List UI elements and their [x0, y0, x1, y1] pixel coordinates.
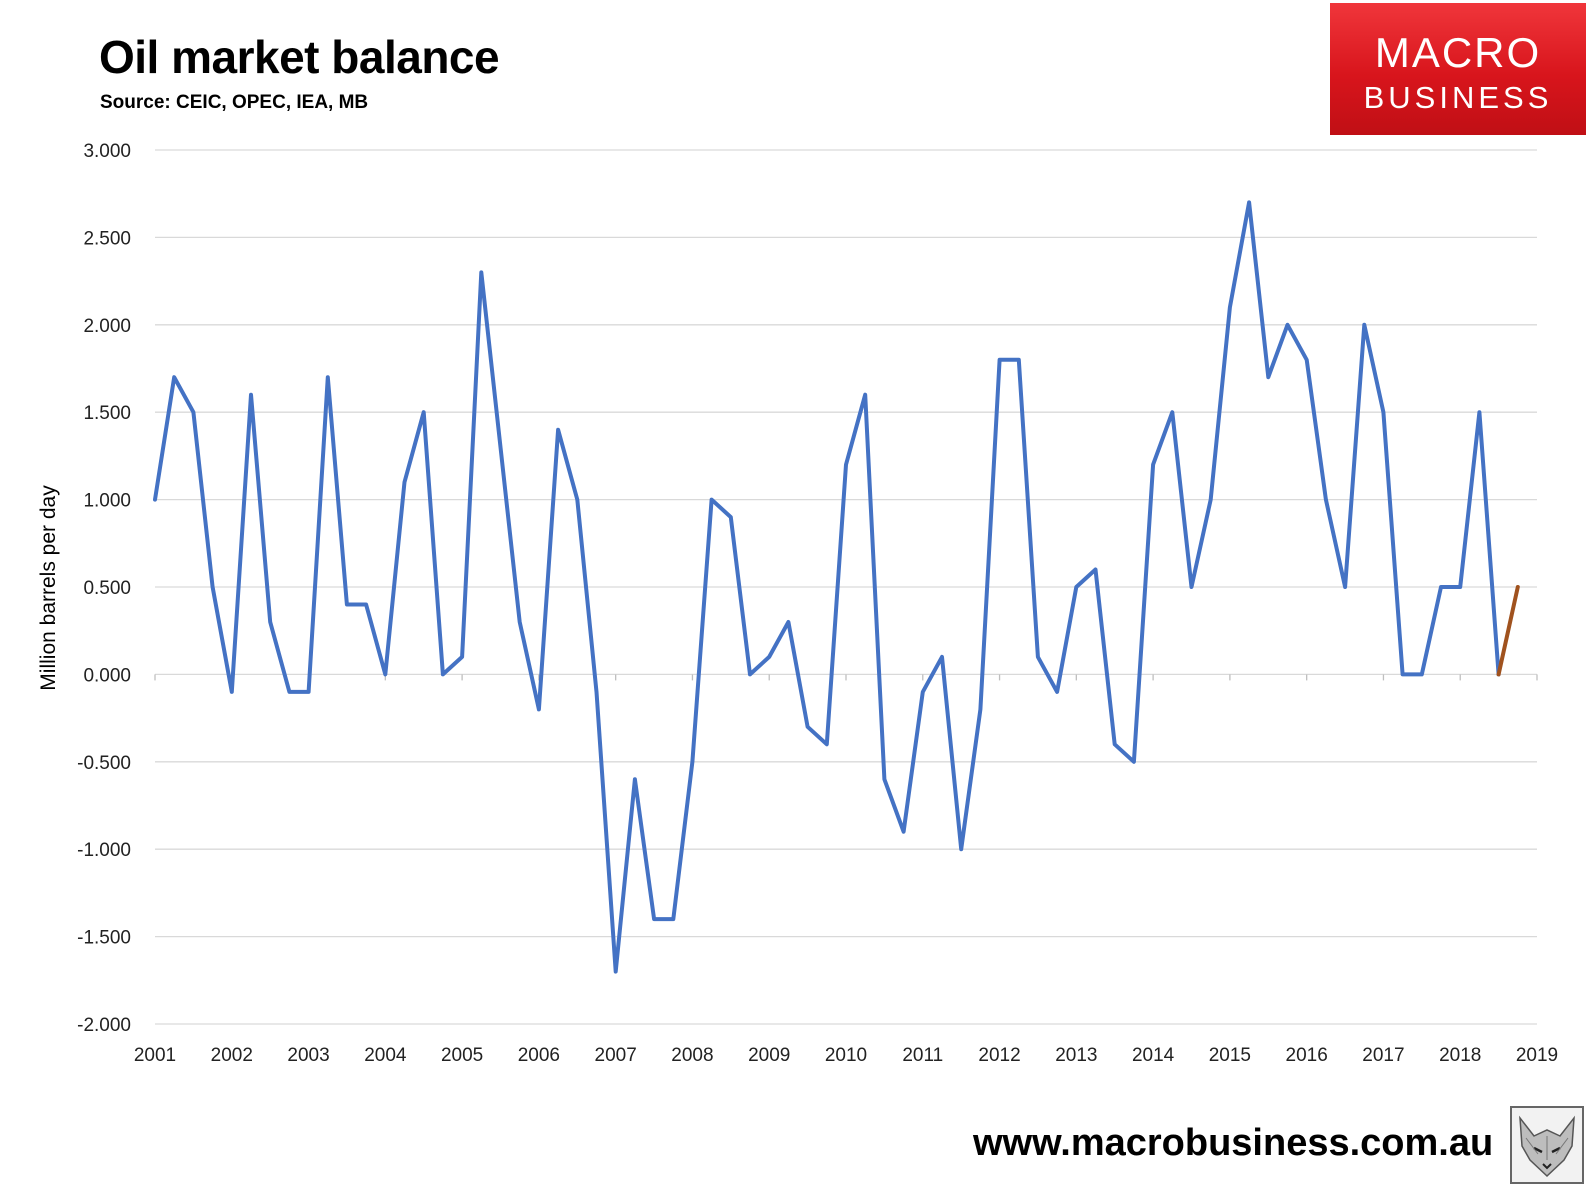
footer-url: www.macrobusiness.com.au — [973, 1122, 1494, 1164]
x-tick-label: 2004 — [364, 1045, 407, 1066]
x-tick-label: 2001 — [134, 1045, 176, 1066]
y-tick-label: 2.000 — [83, 316, 131, 337]
x-tick-label: 2011 — [902, 1045, 943, 1066]
logo-line1: MACRO — [1374, 29, 1542, 76]
y-tick-label: 0.500 — [83, 578, 131, 599]
y-axis-ticks: 3.000 2.500 2.000 1.500 1.000 0.500 0.000 -0.50… — [77, 141, 131, 1036]
x-tick-label: 2003 — [287, 1045, 329, 1066]
series-lines — [153, 200, 1520, 974]
series-line-forecast — [1496, 585, 1520, 677]
y-tick-label: -1.500 — [77, 928, 131, 949]
x-tick-label: 2013 — [1055, 1045, 1097, 1066]
x-tick-label: 2009 — [748, 1045, 790, 1066]
logo-line2: BUSINESS — [1363, 80, 1553, 115]
x-tick-label: 2017 — [1362, 1045, 1404, 1066]
x-tick-label: 2014 — [1132, 1045, 1175, 1066]
y-tick-label: 0.000 — [83, 665, 131, 686]
x-tick-label: 2008 — [671, 1045, 713, 1066]
x-tick-label: 2007 — [595, 1045, 637, 1066]
x-axis-ticks: 2001 2002 2003 2004 2005 2006 2007 2008 2009 2010… — [134, 1045, 1558, 1066]
y-tick-label: 1.000 — [83, 491, 131, 512]
x-tick-label: 2012 — [978, 1045, 1020, 1066]
x-tick-label: 2015 — [1209, 1045, 1251, 1066]
y-tick-label: 2.500 — [83, 228, 131, 249]
y-tick-label: -1.000 — [77, 840, 131, 861]
y-tick-label: 1.500 — [83, 403, 131, 424]
chart-subtitle: Source: CEIC, OPEC, IEA, MB — [100, 92, 369, 113]
y-tick-label: -2.000 — [77, 1015, 131, 1036]
y-axis-label: Million barrels per day — [37, 485, 60, 691]
x-tick-label: 2018 — [1439, 1045, 1481, 1066]
macro-business-logo: MACRO BUSINESS — [1330, 3, 1586, 135]
fox-logo-icon — [1510, 1106, 1584, 1184]
x-tick-label: 2016 — [1286, 1045, 1328, 1066]
y-tick-label: 3.000 — [83, 141, 131, 162]
x-tick-label: 2006 — [518, 1045, 560, 1066]
y-tick-label: -0.500 — [77, 753, 131, 774]
x-tick-label: 2002 — [211, 1045, 253, 1066]
chart-title: Oil market balance — [99, 31, 500, 83]
series-line-main — [153, 200, 1501, 974]
line-chart: 3.000 2.500 2.000 1.500 1.000 0.500 0.000 -0.50… — [37, 141, 1558, 1066]
x-tick-label: 2019 — [1516, 1045, 1558, 1066]
gridlines — [154, 149, 1538, 1025]
x-tick-label: 2010 — [825, 1045, 867, 1066]
x-tick-label: 2005 — [441, 1045, 483, 1066]
